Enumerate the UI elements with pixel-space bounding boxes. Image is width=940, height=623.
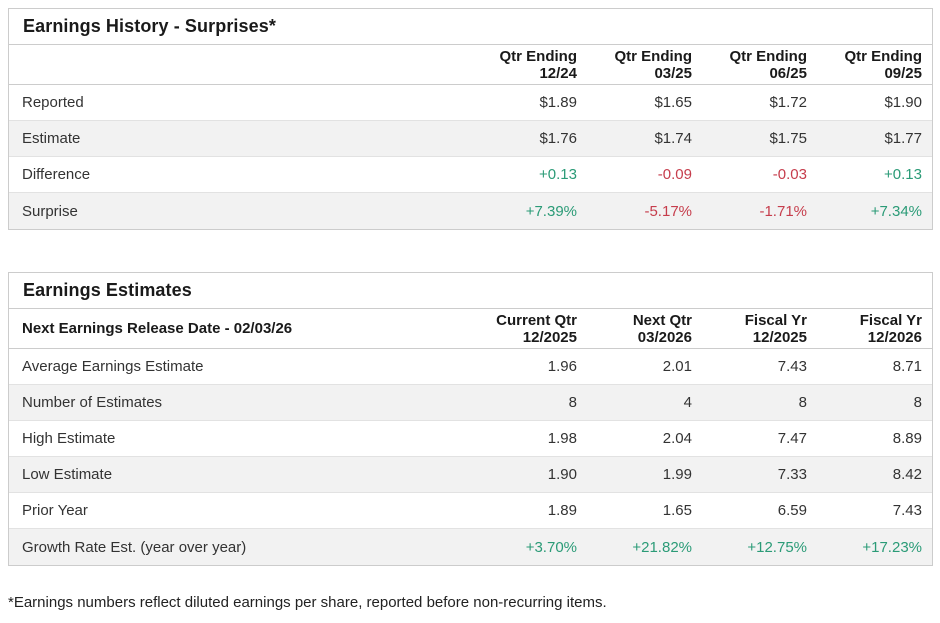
- cell-value: +21.82%: [632, 538, 692, 556]
- cell-value: -1.71%: [759, 202, 807, 220]
- cell-value: 4: [683, 394, 692, 411]
- row-label: Number of Estimates: [22, 394, 163, 411]
- table-row-reported: Reported $1.89 $1.65 $1.72 $1.90: [9, 85, 932, 121]
- cell-value: $1.72: [769, 94, 807, 111]
- cell-value: $1.76: [539, 130, 577, 147]
- cell-value: 7.47: [777, 430, 807, 447]
- cell-value: 7.33: [777, 466, 807, 483]
- cell-value: 1.98: [547, 430, 577, 447]
- column-header-qtr-0925: Qtr Ending 09/25: [844, 47, 923, 82]
- cell-value: +17.23%: [862, 538, 922, 556]
- surprises-header-row: Qtr Ending 12/24 Qtr Ending 03/25 Qtr En…: [9, 45, 932, 85]
- column-header-qtr-0325: Qtr Ending 03/25: [614, 47, 693, 82]
- row-label: Growth Rate Est. (year over year): [22, 538, 247, 556]
- cell-value: 7.43: [777, 358, 807, 375]
- column-header-next-qtr: Next Qtr 03/2026: [632, 311, 692, 346]
- column-header-fiscal-yr-2026: Fiscal Yr 12/2026: [859, 311, 922, 346]
- row-label: Reported: [22, 94, 84, 111]
- earnings-estimates-panel: Earnings Estimates Next Earnings Release…: [8, 272, 933, 566]
- column-header-current-qtr: Current Qtr 12/2025: [496, 311, 577, 346]
- earnings-history-surprises-panel: Earnings History - Surprises* Qtr Ending…: [8, 8, 933, 230]
- cell-value: +0.13: [539, 166, 577, 183]
- cell-value: 2.01: [662, 358, 692, 375]
- column-header-qtr-1224: Qtr Ending 12/24: [499, 47, 578, 82]
- table-row-surprise: Surprise +7.39% -5.17% -1.71% +7.34%: [9, 193, 932, 229]
- row-label: Low Estimate: [22, 466, 113, 483]
- cell-value: +0.13: [884, 166, 922, 183]
- row-label: Prior Year: [22, 502, 88, 519]
- cell-value: 7.43: [892, 502, 922, 519]
- cell-value: +7.34%: [870, 202, 922, 220]
- cell-value: 6.59: [777, 502, 807, 519]
- cell-value: 1.96: [547, 358, 577, 375]
- row-label: High Estimate: [22, 430, 116, 447]
- cell-value: 8: [568, 394, 577, 411]
- cell-value: 8: [913, 394, 922, 411]
- table-row-prior-year: Prior Year 1.89 1.65 6.59 7.43: [9, 493, 932, 529]
- table-row-number-of-estimates: Number of Estimates 8 4 8 8: [9, 385, 932, 421]
- earnings-history-title: Earnings History - Surprises*: [9, 9, 932, 45]
- cell-value: -0.09: [657, 166, 692, 183]
- table-row-estimate: Estimate $1.76 $1.74 $1.75 $1.77: [9, 121, 932, 157]
- cell-value: $1.75: [769, 130, 807, 147]
- table-row-low-estimate: Low Estimate 1.90 1.99 7.33 8.42: [9, 457, 932, 493]
- cell-value: -5.17%: [644, 202, 692, 220]
- table-row-high-estimate: High Estimate 1.98 2.04 7.47 8.89: [9, 421, 932, 457]
- column-header-fiscal-yr-2025: Fiscal Yr 12/2025: [744, 311, 807, 346]
- cell-value: -0.03: [772, 166, 807, 183]
- cell-value: 1.90: [547, 466, 577, 483]
- cell-value: 8: [798, 394, 807, 411]
- cell-value: 1.99: [662, 466, 692, 483]
- cell-value: +3.70%: [525, 538, 577, 556]
- next-earnings-release-date-label: Next Earnings Release Date - 02/03/26: [22, 320, 293, 337]
- row-label: Average Earnings Estimate: [22, 358, 204, 375]
- cell-value: 8.71: [892, 358, 922, 375]
- cell-value: +7.39%: [525, 202, 577, 220]
- cell-value: $1.65: [654, 94, 692, 111]
- earnings-footnote: *Earnings numbers reflect diluted earnin…: [8, 594, 607, 611]
- cell-value: $1.89: [539, 94, 577, 111]
- cell-value: $1.90: [884, 94, 922, 111]
- cell-value: 1.65: [662, 502, 692, 519]
- table-row-average-earnings-estimate: Average Earnings Estimate 1.96 2.01 7.43…: [9, 349, 932, 385]
- cell-value: 8.89: [892, 430, 922, 447]
- row-label: Difference: [22, 166, 91, 183]
- estimates-header-row: Next Earnings Release Date - 02/03/26 Cu…: [9, 309, 932, 349]
- cell-value: 1.89: [547, 502, 577, 519]
- table-row-difference: Difference +0.13 -0.09 -0.03 +0.13: [9, 157, 932, 193]
- table-row-growth-rate-est: Growth Rate Est. (year over year) +3.70%…: [9, 529, 932, 565]
- row-label: Surprise: [22, 202, 78, 220]
- row-label: Estimate: [22, 130, 81, 147]
- earnings-estimates-title: Earnings Estimates: [9, 273, 932, 309]
- cell-value: +12.75%: [747, 538, 807, 556]
- cell-value: 2.04: [662, 430, 692, 447]
- cell-value: $1.74: [654, 130, 692, 147]
- cell-value: 8.42: [892, 466, 922, 483]
- cell-value: $1.77: [884, 130, 922, 147]
- column-header-qtr-0625: Qtr Ending 06/25: [729, 47, 808, 82]
